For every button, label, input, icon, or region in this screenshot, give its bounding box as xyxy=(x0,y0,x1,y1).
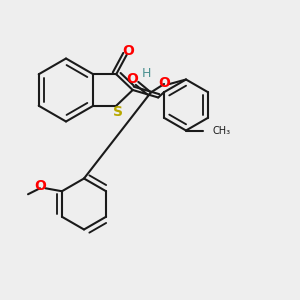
Text: O: O xyxy=(126,72,138,86)
Text: O: O xyxy=(158,76,170,89)
Text: S: S xyxy=(113,105,123,119)
Text: H: H xyxy=(142,67,151,80)
Text: O: O xyxy=(34,179,46,193)
Text: CH₃: CH₃ xyxy=(212,125,230,136)
Text: O: O xyxy=(122,44,134,58)
